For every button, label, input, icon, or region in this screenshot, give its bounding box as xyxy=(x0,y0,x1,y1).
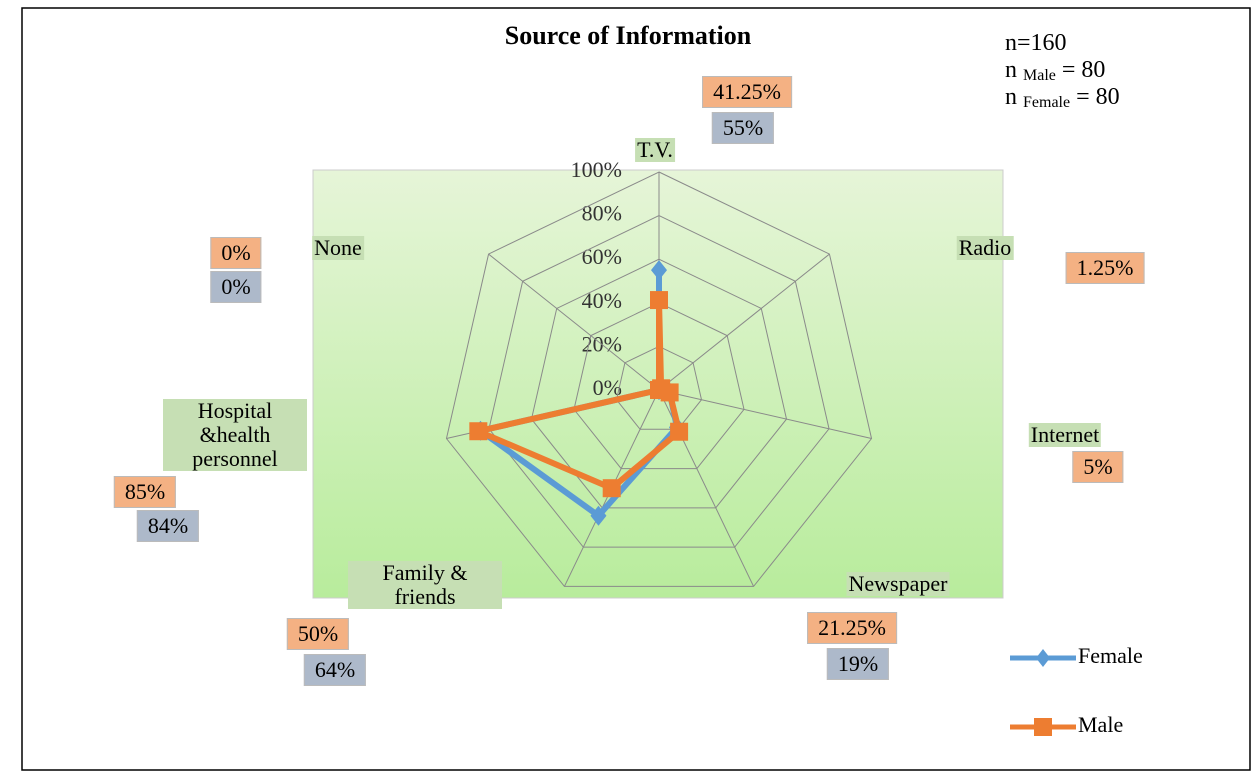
annotation-part: = 80 xyxy=(1076,84,1120,110)
value-label: 0% xyxy=(210,271,262,303)
grid-line xyxy=(488,215,830,548)
value-label: 21.25% xyxy=(807,612,897,644)
marker xyxy=(650,381,668,399)
r-tick-label: 60% xyxy=(582,244,622,269)
annotation-part: Male xyxy=(1023,67,1056,84)
marker xyxy=(590,505,607,526)
annotation: n Male = 80 xyxy=(1005,57,1105,84)
spoke xyxy=(658,389,872,439)
category-label: Family & friends xyxy=(348,561,502,609)
annotation-part: Female xyxy=(1023,94,1070,111)
grid-line xyxy=(445,171,873,587)
annotation-part: n xyxy=(1005,84,1017,110)
marker xyxy=(670,422,689,441)
category-label: Newspaper xyxy=(846,571,950,596)
marker xyxy=(650,291,668,310)
legend-marker xyxy=(1036,649,1050,667)
value-label: 85% xyxy=(113,476,177,508)
category-label: None xyxy=(312,235,364,260)
annotation: n=160 xyxy=(1005,30,1067,56)
category-label: Radio xyxy=(956,235,1014,260)
value-label: 50% xyxy=(286,618,350,650)
value-label: 55% xyxy=(711,112,775,144)
grid-line xyxy=(615,345,703,430)
category-label: T.V. xyxy=(635,137,675,162)
marker xyxy=(651,260,667,281)
marker xyxy=(602,479,621,498)
annotation-part: = 80 xyxy=(1062,57,1106,83)
value-label: 0% xyxy=(210,237,262,269)
chart-title: Source of Information xyxy=(505,21,752,50)
value-label: 19% xyxy=(826,648,890,680)
r-tick-label: 80% xyxy=(582,201,622,226)
value-label: 64% xyxy=(303,654,367,686)
frame xyxy=(21,7,1251,771)
value-label: 41.25% xyxy=(702,76,792,108)
category-label: Hospital &health personnel xyxy=(163,399,307,471)
category-label: Internet xyxy=(1028,422,1102,447)
grid-line xyxy=(573,302,745,470)
marker xyxy=(469,422,488,441)
legend-label: Male xyxy=(1078,712,1123,737)
value-label: 84% xyxy=(136,510,200,542)
annotation: n Female = 80 xyxy=(1005,84,1120,111)
annotation-part: n=160 xyxy=(1005,30,1067,56)
r-tick-label: 40% xyxy=(582,288,622,313)
spoke xyxy=(488,253,660,391)
grid-line xyxy=(530,258,788,509)
legend-marker xyxy=(1034,718,1052,736)
spoke xyxy=(658,253,830,391)
value-label: 1.25% xyxy=(1065,252,1145,284)
plot-area xyxy=(312,169,1004,599)
value-label: 5% xyxy=(1072,451,1124,483)
r-tick-label: 100% xyxy=(571,157,622,182)
annotation-part: n xyxy=(1005,57,1017,83)
legend-label: Female xyxy=(1078,643,1143,668)
